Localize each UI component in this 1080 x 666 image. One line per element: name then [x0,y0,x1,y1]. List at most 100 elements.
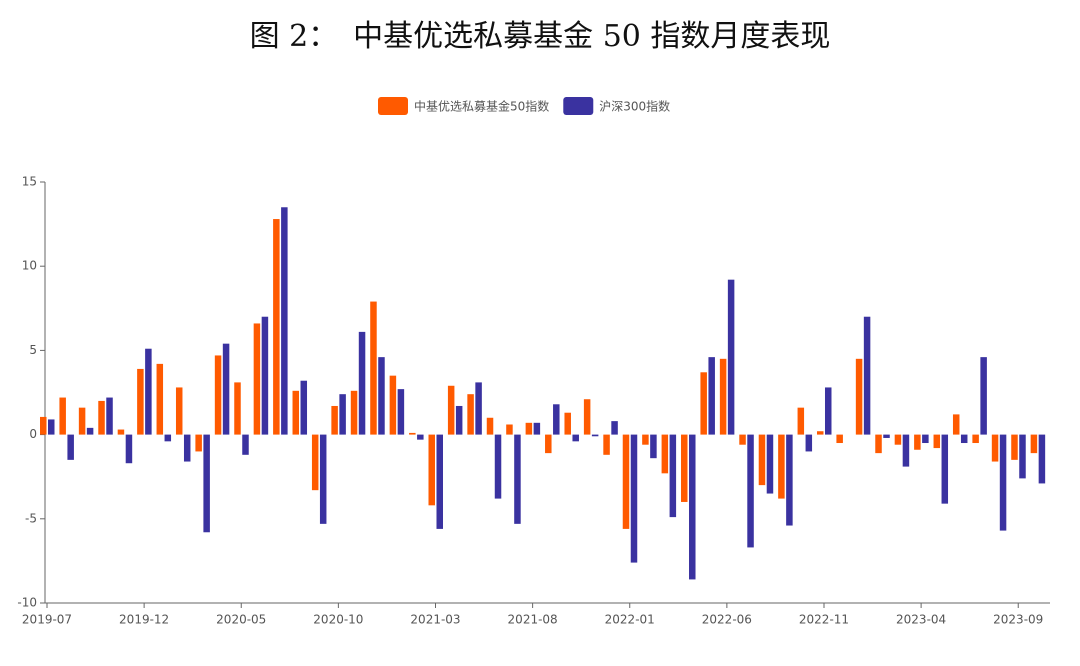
bar [428,434,435,506]
bar [952,414,960,435]
bar [700,372,707,435]
bar [86,427,94,435]
bar [960,434,968,444]
bar [358,331,366,435]
bar [514,434,521,524]
bar [48,419,55,435]
y-tick-label: 15 [22,175,37,189]
bar [669,434,677,518]
bar [475,382,482,435]
bar [786,434,793,526]
bar [203,434,210,533]
bar [300,380,308,435]
bar [622,434,630,529]
bar [417,434,424,440]
bar [816,431,824,435]
bar [778,434,785,499]
bar [980,357,987,435]
bar [273,219,280,435]
bar [436,434,443,529]
bar [805,434,813,452]
bar [234,382,241,435]
x-tick-label: 2021-08 [508,613,558,627]
bar [331,405,338,435]
legend-label: 中基优选私募基金50指数 [414,99,549,114]
bar [1011,434,1018,460]
y-tick-label: 0 [29,427,37,441]
y-tick-label: 10 [22,259,37,273]
bar [339,394,346,435]
bar [991,434,999,462]
bar [661,434,669,474]
x-tick-label: 2022-01 [605,613,655,627]
x-tick-label: 2023-09 [993,613,1043,627]
bar [533,422,541,435]
bar [455,405,463,435]
x-tick-label: 2020-10 [313,613,363,627]
bar [311,434,319,491]
bar [708,357,715,435]
legend-swatch [378,97,408,115]
bar [739,434,746,445]
x-tick-label: 2019-12 [119,613,169,627]
bar [941,434,949,504]
bar [630,434,638,563]
bar [972,434,979,444]
bar [611,421,618,435]
x-tick-label: 2021-03 [410,613,460,627]
bar [855,358,863,435]
bar [836,434,843,444]
x-tick-label: 2023-04 [896,613,946,627]
bar [727,279,735,435]
bar [117,429,125,435]
y-tick-label: -10 [17,596,37,610]
bar [281,207,288,435]
bar [78,407,86,435]
bar [145,348,152,435]
bar [797,407,805,435]
bar [242,434,249,455]
bar [681,434,688,502]
bar [758,434,766,486]
bar [933,434,941,449]
bar [164,434,172,442]
bar [572,434,579,442]
bar [564,412,571,435]
bar [545,434,552,454]
bar [409,432,416,435]
bar [319,434,327,524]
bar [583,399,591,435]
bar [137,368,144,435]
bar [922,434,929,444]
bar [397,389,405,435]
bar [553,404,560,435]
bar [125,434,133,464]
bar [863,316,871,435]
bar [40,416,47,435]
bar [494,434,502,499]
x-tick-label: 2022-06 [702,613,752,627]
bar [766,434,774,494]
y-tick-label: 5 [29,343,37,357]
y-tick-label: -5 [25,511,37,525]
bar [106,397,113,435]
bar [222,343,230,435]
bar [902,434,910,467]
bar [59,397,66,435]
bar [378,357,385,435]
bar [894,434,902,445]
bar [591,434,599,437]
x-tick-label: 2019-07 [22,613,72,627]
bar [183,434,191,462]
bar [67,434,74,460]
bar [747,434,754,548]
bar [486,417,494,435]
bar [525,422,533,435]
x-tick-label: 2022-11 [799,613,849,627]
legend-swatch [563,97,594,115]
bar [1038,434,1046,484]
bar [370,301,377,435]
bar [156,363,164,435]
legend-label: 沪深300指数 [599,99,670,114]
